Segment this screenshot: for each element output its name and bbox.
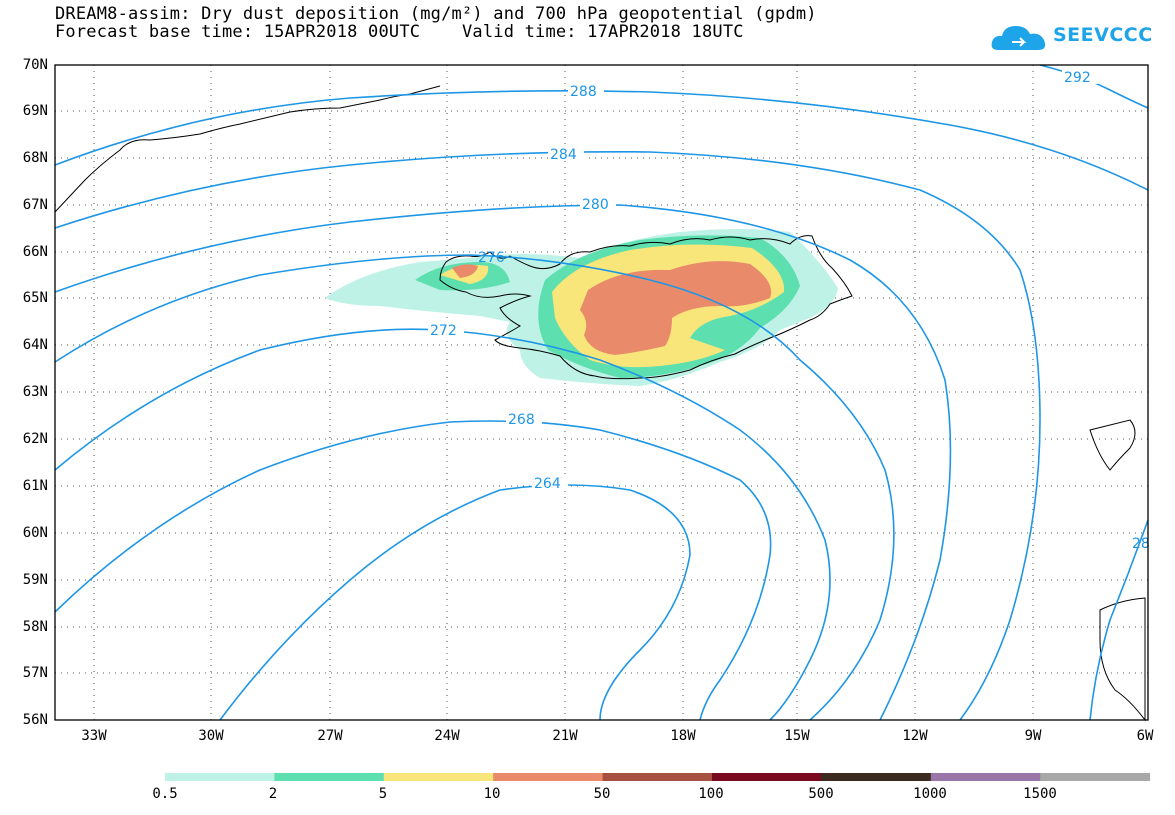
lat-label: 62N (22, 431, 48, 447)
lon-label: 27W (317, 728, 343, 744)
contour-label-284: 284 (550, 147, 577, 163)
geopotential-contours (54, 64, 1149, 721)
contour-label-272: 272 (430, 323, 457, 339)
lon-label: 12W (902, 728, 928, 744)
iceland-coast (439, 235, 853, 380)
legend-label: 100 (698, 786, 724, 802)
lat-label: 64N (22, 337, 48, 353)
contour-276 (54, 254, 895, 721)
lat-label: 66N (22, 244, 48, 260)
legend-swatch (712, 773, 822, 781)
plot-frame (54, 64, 1149, 721)
lat-label: 61N (22, 478, 48, 494)
legend-swatch (493, 773, 604, 781)
legend-swatch (274, 773, 385, 781)
legend-swatch (1040, 773, 1151, 781)
lat-label: 63N (22, 384, 48, 400)
map-title-line1: DREAM8-assim: Dry dust deposition (mg/m²… (55, 4, 817, 24)
lat-label: 56N (22, 712, 48, 728)
lat-label: 70N (22, 57, 48, 73)
contour-label-268: 268 (508, 412, 535, 428)
scotland-coast (1099, 597, 1146, 722)
contour-292 (1039, 64, 1149, 109)
legend-swatch (165, 773, 275, 781)
legend-label: 1500 (1023, 786, 1057, 802)
lon-label: 21W (552, 728, 578, 744)
legend-swatch (383, 773, 494, 781)
lat-label: 65N (22, 290, 48, 306)
contour-label-288: 288 (570, 84, 597, 100)
map-title-line2: Forecast base time: 15APR2018 00UTC Vali… (55, 22, 744, 42)
legend-label: 50 (593, 786, 611, 802)
legend-label: 10 (483, 786, 501, 802)
lon-label: 33W (81, 728, 107, 744)
lon-label: 15W (784, 728, 810, 744)
legend-colorbar (165, 773, 1151, 781)
contour-272 (54, 328, 831, 721)
contour-268 (54, 420, 772, 721)
lon-label: 9W (1024, 728, 1042, 744)
legend-label: 1000 (913, 786, 947, 802)
contour-label-280: 280 (582, 197, 609, 213)
legend-label: 2 (268, 786, 278, 802)
greenland-coast (54, 85, 441, 213)
coastlines (54, 85, 1146, 722)
legend-label: 500 (808, 786, 834, 802)
contour-264 (219, 484, 691, 721)
lon-label: 6W (1136, 728, 1154, 744)
contour-288 (54, 90, 1149, 191)
lat-label: 67N (22, 197, 48, 213)
lat-label: 68N (22, 150, 48, 166)
lon-label: 18W (670, 728, 696, 744)
contour-label-28x: 28 (1132, 536, 1150, 552)
lat-label: 69N (22, 103, 48, 119)
contour-28x (1089, 519, 1149, 721)
lat-label: 60N (22, 525, 48, 541)
contour-label-276: 276 (478, 250, 505, 266)
legend-swatch (602, 773, 713, 781)
dust-area-10 (452, 261, 772, 355)
legend-label: 0.5 (152, 786, 178, 802)
graticule (55, 65, 1148, 720)
lat-label: 59N (22, 572, 48, 588)
contour-labels: 292 288 284 280 276 272 268 264 28 (428, 68, 1150, 552)
cloud-logo-icon (991, 26, 1046, 50)
lat-label: 57N (22, 665, 48, 681)
faroe-coast (1089, 419, 1136, 471)
contour-280 (54, 204, 952, 721)
lon-label: 30W (198, 728, 224, 744)
contour-284 (54, 150, 1041, 721)
legend-label: 5 (378, 786, 388, 802)
dust-deposition-field (325, 229, 838, 386)
contour-label-292: 292 (1064, 70, 1091, 86)
contour-label-264: 264 (534, 476, 561, 492)
lat-label: 58N (22, 619, 48, 635)
lon-label: 24W (434, 728, 460, 744)
logo-text: SEEVCCC (1053, 24, 1153, 46)
legend-swatch (821, 773, 932, 781)
legend-swatch (930, 773, 1041, 781)
